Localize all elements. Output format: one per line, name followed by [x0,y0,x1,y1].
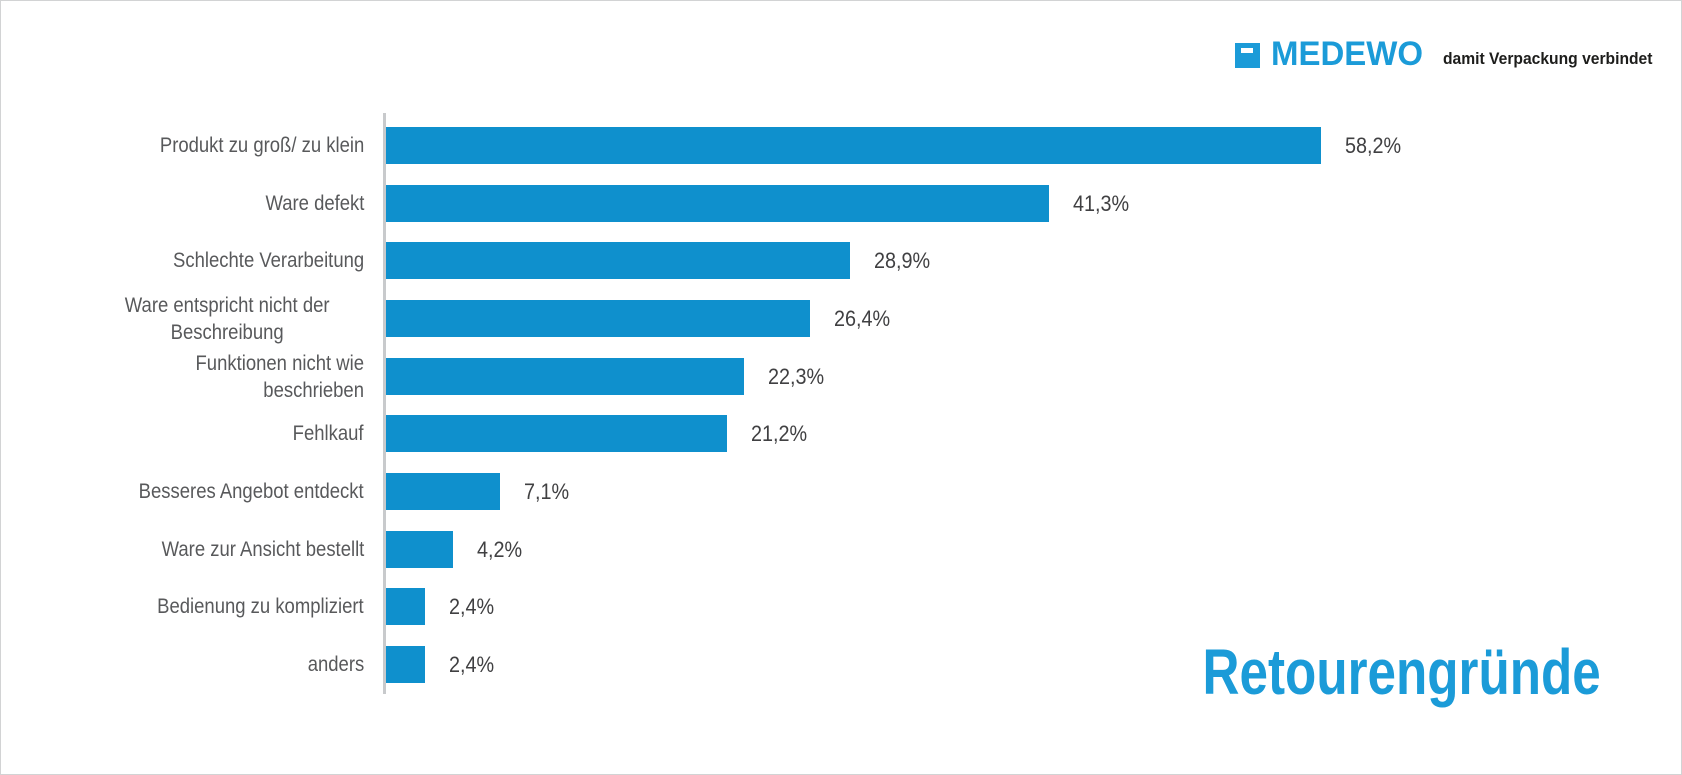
bar-value: 41,3% [1073,185,1135,222]
bar-label: Besseres Angebot entdeckt [53,473,364,510]
bar-value-text: 2,4% [449,651,495,677]
logo-brand-text: MEDEWO [1271,35,1424,73]
bar-value: 21,2% [751,415,813,452]
bar [386,358,744,395]
bar-value: 58,2% [1345,127,1407,164]
bar-label-text: Fehlkauf [293,422,364,445]
bar-value: 2,4% [449,588,499,625]
bar-label: Ware defekt [53,185,364,222]
bar-label: Fehlkauf [53,415,364,452]
bar [386,185,1049,222]
bar-label-text: anders [307,653,364,676]
bar-value-text: 2,4% [449,593,495,619]
bar-value: 7,1% [524,473,574,510]
bar-label: Produkt zu groß/ zu klein [53,127,364,164]
logo-tagline-text: damit Verpackung verbindet [1443,49,1653,68]
bar-label-text: Funktionen nicht wie beschrieben [195,351,364,402]
bar [386,300,810,337]
bar-label: Ware zur Ansicht bestellt [53,531,364,568]
bar-label: Funktionen nicht wie beschrieben [53,352,364,402]
bar-label: Ware entspricht nicht der Beschreibung [53,294,364,344]
bar-label-text: Produkt zu groß/ zu klein [159,134,364,157]
medewo-square-icon [1235,43,1260,68]
bar-value-text: 41,3% [1073,190,1130,216]
bar-value: 26,4% [834,300,896,337]
bar-value-text: 7,1% [524,478,570,504]
chart-title: Retourengründe [1202,636,1601,708]
bar-value: 4,2% [477,531,527,568]
bar-label: anders [53,646,364,683]
bar-label-text: Ware entspricht nicht der Beschreibung [124,293,330,344]
bar [386,646,425,683]
bar-label-text: Schlechte Verarbeitung [172,249,364,272]
bar [386,415,727,452]
bar [386,242,850,279]
bar-value: 2,4% [449,646,499,683]
bar-value: 22,3% [768,358,830,395]
bar-label-text: Besseres Angebot entdeckt [139,480,364,503]
bar [386,531,453,568]
bar-value-text: 26,4% [834,305,891,331]
bar-label-text: Ware zur Ansicht bestellt [161,538,364,561]
bar [386,473,500,510]
bar-value-text: 22,3% [768,363,825,389]
bar-value: 28,9% [874,242,936,279]
bar [386,588,425,625]
bar-value-text: 58,2% [1345,132,1402,158]
bar-label: Bedienung zu kompliziert [53,588,364,625]
bar-label-text: Ware defekt [265,192,364,215]
bar-value-text: 28,9% [874,247,931,273]
y-axis-line [383,113,386,694]
bar-label-text: Bedienung zu kompliziert [157,595,364,618]
bar-value-text: 21,2% [751,420,808,446]
bar-value-text: 4,2% [477,536,523,562]
logo-dash-mark [1241,48,1253,53]
bar-label: Schlechte Verarbeitung [53,242,364,279]
bar [386,127,1321,164]
